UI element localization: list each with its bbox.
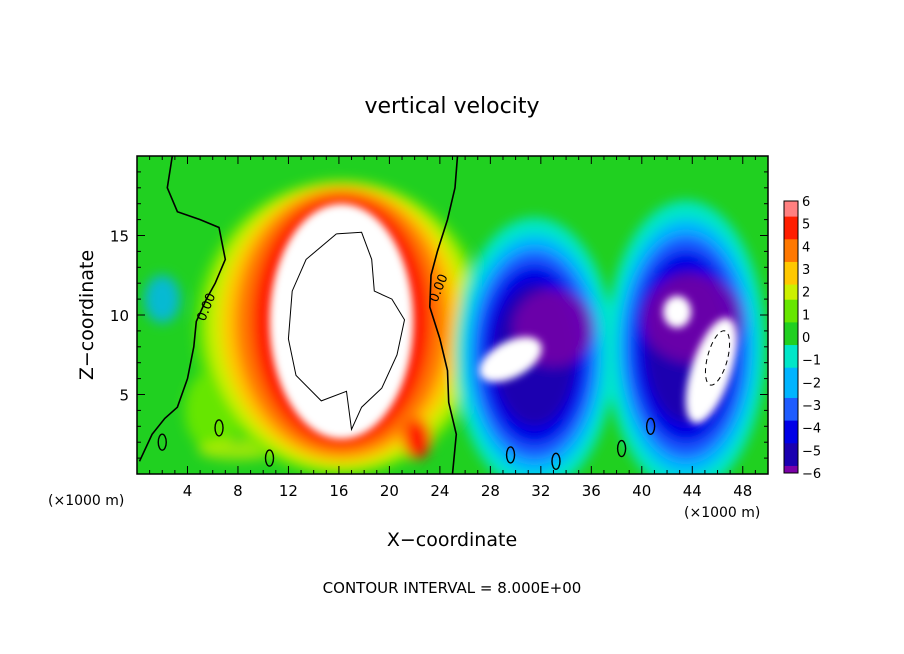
colorbar-swatch	[784, 397, 798, 406]
downdraft-core-white	[663, 295, 692, 328]
colorbar-frame	[783, 200, 799, 474]
zero-contour-loop	[505, 446, 516, 464]
colorbar-swatch	[784, 427, 798, 436]
colorbar-swatch	[784, 284, 798, 293]
x-axis-label: X−coordinate	[387, 529, 517, 551]
colorbar-swatch	[784, 246, 798, 255]
colorbar-swatch	[784, 208, 798, 217]
colorbar-swatch	[784, 201, 798, 210]
colorbar-swatch	[784, 450, 798, 459]
x-unit-right: (×1000 m)	[684, 505, 760, 521]
y-axis: 5 10 15	[110, 171, 768, 459]
x-tick-label: 12	[279, 482, 298, 500]
y-tick-label: 10	[110, 307, 129, 325]
colorbar-tick-label: 2	[802, 286, 810, 301]
colorbar-swatch	[784, 314, 798, 323]
colorbar-swatch	[784, 299, 798, 308]
downdraft-core-white	[685, 317, 737, 424]
colorbar-swatch	[784, 389, 798, 398]
colorbar-swatch	[784, 337, 798, 346]
updraft-core	[269, 203, 414, 440]
y-tick-label: 5	[119, 387, 129, 405]
colorbar-swatch	[784, 405, 798, 414]
zero-contour-loop	[214, 419, 224, 437]
colorbar-swatch	[784, 382, 798, 391]
chart-title: vertical velocity	[364, 94, 539, 119]
colorbar-tick-label: −2	[802, 376, 821, 391]
contour-interval-label: CONTOUR INTERVAL = 8.000E+00	[323, 579, 582, 597]
colorbar-swatch	[784, 435, 798, 444]
updraft-cell	[403, 419, 432, 460]
colorbar-tick-label: −1	[802, 354, 821, 369]
colorbar: 6 5 4 3 2 1 0 −1 −2 −3 −4 −5 −6	[783, 195, 821, 482]
colorbar-tick-label: 1	[802, 308, 810, 323]
x-tick-label: 4	[183, 482, 193, 500]
weak-band	[144, 275, 181, 324]
y-tick-label: 15	[110, 228, 129, 246]
colorbar-swatch	[784, 352, 798, 361]
x-tick-label: 32	[531, 482, 550, 500]
zero-contour-loop	[645, 417, 656, 435]
colorbar-swatch	[784, 442, 798, 451]
colorbar-tick-label: 6	[802, 195, 810, 210]
colorbar-tick-label: −6	[802, 467, 821, 482]
x-tick-label: 40	[632, 482, 651, 500]
x-tick-label: 36	[582, 482, 601, 500]
velocity-field	[137, 156, 768, 474]
zero-contour-loop	[264, 449, 275, 467]
zero-contour-loop	[616, 439, 627, 458]
zero-contour-loop	[157, 433, 167, 451]
colorbar-swatch	[784, 344, 798, 353]
colorbar-swatch	[784, 253, 798, 262]
y-axis-label: Z−coordinate	[76, 250, 98, 380]
colorbar-tick-label: −5	[802, 444, 821, 459]
saturated-cores	[269, 203, 737, 440]
colorbar-tick-label: 5	[802, 218, 810, 233]
zero-contour-line	[428, 156, 459, 474]
colorbar-tick-label: 0	[802, 331, 810, 346]
colorbar-swatch	[784, 321, 798, 330]
colorbar-swatch	[784, 238, 798, 247]
colorbar-swatch	[784, 223, 798, 232]
x-tick-label: 24	[430, 482, 449, 500]
x-tick-label: 16	[329, 482, 348, 500]
colorbar-swatch	[784, 374, 798, 383]
colorbar-swatch	[784, 276, 798, 285]
colorbar-swatch	[784, 231, 798, 240]
colorbar-swatch	[784, 465, 798, 474]
zero-contour-line	[138, 156, 227, 462]
colorbar-swatch	[784, 359, 798, 368]
x-unit-left: (×1000 m)	[48, 493, 124, 509]
x-tick-label: 8	[233, 482, 243, 500]
x-axis: 4 8 12 16 20 24 28 32 36 40 44 48	[149, 156, 756, 500]
downdraft-core-white	[479, 336, 542, 383]
negative-contour	[704, 330, 731, 386]
colorbar-swatch	[784, 216, 798, 225]
colorbar-tick-label: 4	[802, 240, 810, 255]
colorbar-swatch	[784, 420, 798, 429]
colorbar-swatch	[784, 457, 798, 466]
x-tick-label: 48	[733, 482, 752, 500]
x-tick-label: 44	[683, 482, 702, 500]
colorbar-swatch	[784, 329, 798, 338]
colorbar-swatch	[784, 291, 798, 300]
x-tick-label: 20	[380, 482, 399, 500]
colorbar-swatch	[784, 367, 798, 376]
saturation-contour	[287, 231, 406, 432]
colorbar-swatch	[784, 306, 798, 315]
colorbar-swatch	[784, 261, 798, 270]
colorbar-swatch	[784, 269, 798, 278]
colorbar-tick-label: −3	[802, 399, 821, 414]
x-tick-label: 28	[481, 482, 500, 500]
colorbar-swatch	[784, 412, 798, 421]
colorbar-tick-label: −4	[802, 422, 821, 437]
colorbar-tick-label: 3	[802, 263, 810, 278]
zero-contour-loop	[551, 452, 561, 470]
